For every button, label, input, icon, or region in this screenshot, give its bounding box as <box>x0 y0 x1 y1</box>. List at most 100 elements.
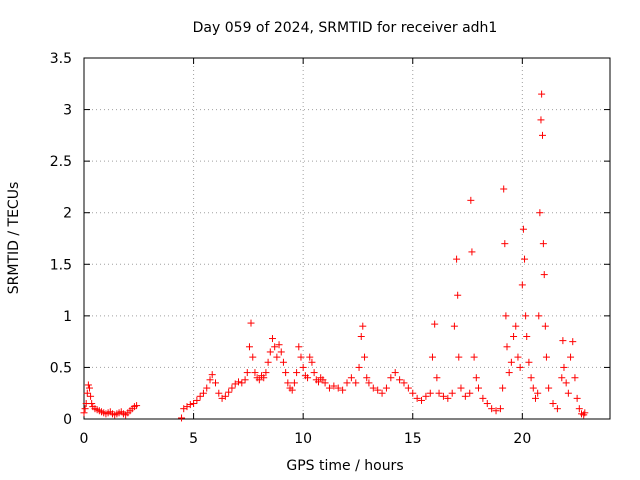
data-points <box>80 90 589 422</box>
data-point <box>483 400 491 408</box>
data-point <box>523 332 531 340</box>
data-point <box>560 363 568 371</box>
data-point <box>199 389 207 397</box>
data-point <box>391 369 399 377</box>
data-point <box>457 384 465 392</box>
data-point <box>334 384 342 392</box>
data-point <box>81 405 89 413</box>
data-point <box>404 384 412 392</box>
data-point <box>510 332 518 340</box>
data-point <box>85 384 93 392</box>
data-point <box>355 363 363 371</box>
data-point <box>499 384 507 392</box>
data-point <box>382 384 390 392</box>
data-point <box>512 322 520 330</box>
data-point <box>306 353 314 361</box>
data-point <box>454 291 462 299</box>
data-point <box>538 90 546 98</box>
data-point <box>396 376 404 384</box>
data-point <box>228 384 236 392</box>
data-point <box>374 386 382 394</box>
data-point <box>534 389 542 397</box>
data-point <box>575 405 583 413</box>
data-point <box>539 240 547 248</box>
y-tick-label: 3 <box>63 103 72 119</box>
data-point <box>467 196 475 204</box>
data-point <box>369 384 377 392</box>
data-point <box>426 389 434 397</box>
data-point <box>347 374 355 382</box>
data-point <box>569 338 577 346</box>
data-point <box>330 382 338 390</box>
x-tick-label: 15 <box>404 431 422 447</box>
data-point <box>573 394 581 402</box>
data-point <box>519 225 527 233</box>
data-point <box>479 394 487 402</box>
data-point <box>564 389 572 397</box>
data-point <box>304 374 312 382</box>
data-point <box>193 396 201 404</box>
y-tick-label: 2.5 <box>50 154 72 170</box>
data-point <box>352 379 360 387</box>
data-point <box>245 343 253 351</box>
data-point <box>531 394 539 402</box>
data-point <box>361 353 369 361</box>
data-point <box>297 353 305 361</box>
data-point <box>83 389 91 397</box>
data-point <box>542 353 550 361</box>
data-point <box>315 378 323 386</box>
data-point <box>503 343 511 351</box>
plot-frame <box>83 57 611 420</box>
data-point <box>378 389 386 397</box>
data-point <box>273 353 281 361</box>
data-point <box>133 402 141 410</box>
data-point <box>502 312 510 320</box>
data-point <box>221 392 229 400</box>
data-point <box>186 401 194 409</box>
data-point <box>545 384 553 392</box>
data-point <box>310 369 318 377</box>
data-point <box>295 343 303 351</box>
data-point <box>562 379 570 387</box>
x-tick-label: 20 <box>513 431 531 447</box>
y-tick-label: 0.5 <box>50 360 72 376</box>
y-tick-label: 3.5 <box>50 51 72 67</box>
data-point <box>260 374 268 382</box>
data-point <box>409 389 417 397</box>
data-point <box>264 358 272 366</box>
data-point <box>435 389 443 397</box>
data-point <box>433 374 441 382</box>
data-point <box>206 376 214 384</box>
data-point <box>365 379 373 387</box>
data-point <box>444 394 452 402</box>
data-point <box>516 363 524 371</box>
data-point <box>262 369 270 377</box>
data-point <box>448 389 456 397</box>
data-point <box>559 337 567 345</box>
data-point <box>284 379 292 387</box>
data-point <box>400 379 408 387</box>
data-point <box>88 400 96 408</box>
y-tick-label: 0 <box>63 412 72 428</box>
data-point <box>461 392 469 400</box>
data-point <box>203 384 211 392</box>
x-tick-label: 5 <box>189 431 198 447</box>
data-point <box>536 209 544 217</box>
data-point <box>413 394 421 402</box>
axis-ticks <box>83 57 610 420</box>
data-point <box>581 409 589 417</box>
data-point <box>518 281 526 289</box>
data-point <box>190 400 198 408</box>
data-point <box>363 374 371 382</box>
data-point <box>290 379 298 387</box>
data-point <box>535 312 543 320</box>
data-point <box>505 369 513 377</box>
data-point <box>522 312 530 320</box>
data-point <box>439 392 447 400</box>
data-point <box>359 322 367 330</box>
grid-lines <box>84 58 610 419</box>
data-point <box>268 335 276 343</box>
data-point <box>275 341 283 349</box>
data-point <box>241 376 249 384</box>
data-point <box>538 131 546 139</box>
